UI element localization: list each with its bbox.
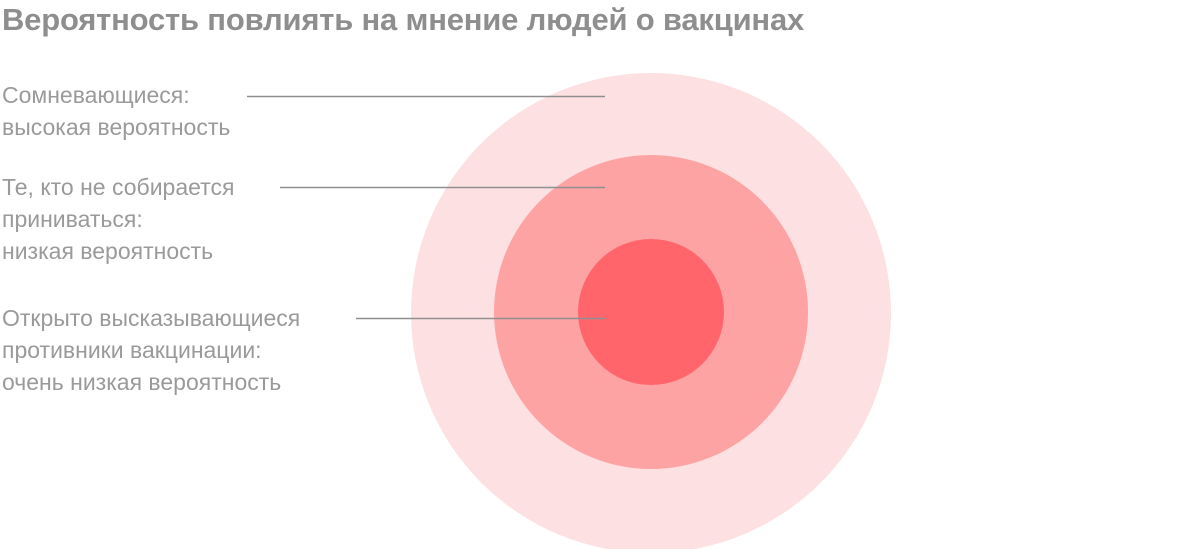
label-inner: Открыто высказывающиеся противники вакци… bbox=[2, 305, 301, 395]
label-outer: Сомневающиеся: высокая вероятность bbox=[2, 82, 231, 140]
label-middle: Те, кто не собирается приниваться: низка… bbox=[2, 174, 235, 264]
diagram-title: Вероятность повлиять на мнение людей о в… bbox=[2, 2, 805, 37]
inner-circle bbox=[578, 239, 724, 385]
